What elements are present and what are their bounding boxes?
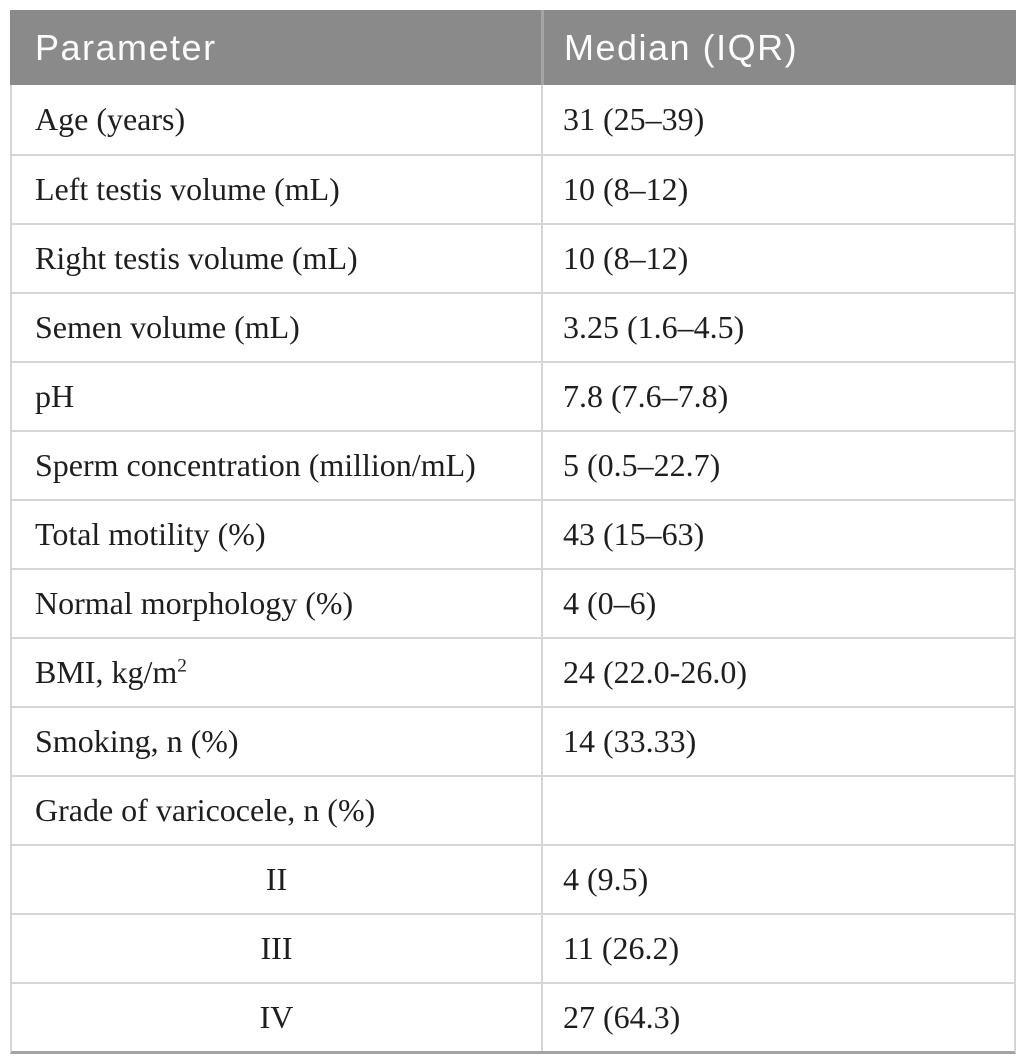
table-header-row: Parameter Median (IQR) [10,10,1016,85]
row-value-cell [543,777,1014,844]
row-value-cell: 4 (0–6) [563,585,657,621]
parameter-superscript: 2 [177,655,187,677]
parameter-label: Sperm concentration (million/mL) [35,447,476,483]
row-value-cell: 10 (8–12) [563,171,689,207]
parameter-label: Left testis volume (mL) [35,171,340,207]
row-parameter-cell: III [12,915,543,982]
table-row: IV 27 (64.3) [12,982,1014,1051]
row-parameter-cell: Grade of varicocele, n (%) [12,777,543,844]
row-value-cell: 27 (64.3) [563,999,681,1035]
parameter-label: Semen volume (mL) [35,309,300,345]
table-row: pH 7.8 (7.6–7.8) [12,361,1014,430]
row-value-cell: 11 (26.2) [563,930,680,966]
parameter-label: Normal morphology (%) [35,585,354,621]
table-row: Age (years) 31 (25–39) [12,85,1014,154]
row-parameter-cell: Total motility (%) [12,501,543,568]
table-row: Total motility (%) 43 (15–63) [12,499,1014,568]
table-row: Right testis volume (mL) 10 (8–12) [12,223,1014,292]
row-parameter-cell: IV [12,984,543,1051]
row-value-cell: 24 (22.0-26.0) [563,654,747,690]
parameter-label: Grade of varicocele, n (%) [35,792,376,828]
row-value-cell: 5 (0.5–22.7) [563,447,721,483]
row-value-cell: 10 (8–12) [563,240,689,276]
row-value-cell: 7.8 (7.6–7.8) [563,378,729,414]
table-row: Grade of varicocele, n (%) [12,775,1014,844]
parameter-label: IV [259,999,294,1035]
parameter-label: Right testis volume (mL) [35,240,358,276]
table-row: Smoking, n (%) 14 (33.33) [12,706,1014,775]
parameter-label: III [260,930,293,966]
row-value-cell: 3.25 (1.6–4.5) [563,309,745,345]
table-body: Age (years) 31 (25–39) Left testis volum… [10,85,1016,1054]
column-header-median-iqr: Median (IQR) [544,10,1016,85]
table-row: BMI, kg/m2 24 (22.0-26.0) [12,637,1014,706]
row-parameter-cell: Age (years) [12,85,543,154]
cohort-summary-table: Parameter Median (IQR) Age (years) 31 (2… [10,10,1016,1054]
parameter-label: pH [35,378,75,414]
row-parameter-cell: Right testis volume (mL) [12,225,543,292]
row-value-cell: 14 (33.33) [563,723,697,759]
table-row: Left testis volume (mL) 10 (8–12) [12,154,1014,223]
row-parameter-cell: pH [12,363,543,430]
row-parameter-cell: Semen volume (mL) [12,294,543,361]
column-header-parameter: Parameter [10,10,544,85]
row-parameter-cell: Sperm concentration (million/mL) [12,432,543,499]
row-parameter-cell: II [12,846,543,913]
row-value-cell: 4 (9.5) [563,861,649,897]
parameter-label: II [265,861,288,897]
parameter-label: Smoking, n (%) [35,723,239,759]
table-row: III 11 (26.2) [12,913,1014,982]
table-row: Sperm concentration (million/mL) 5 (0.5–… [12,430,1014,499]
row-parameter-cell: Smoking, n (%) [12,708,543,775]
row-value-cell: 43 (15–63) [563,516,705,552]
row-parameter-cell: Left testis volume (mL) [12,156,543,223]
table-row: Normal morphology (%) 4 (0–6) [12,568,1014,637]
row-value-cell: 31 (25–39) [563,101,705,137]
row-parameter-cell: BMI, kg/m2 [12,639,543,706]
parameter-label: Total motility (%) [35,516,266,552]
parameter-label: BMI, kg/m [35,654,178,690]
parameter-label: Age (years) [35,101,186,137]
row-parameter-cell: Normal morphology (%) [12,570,543,637]
table-row: II 4 (9.5) [12,844,1014,913]
table-row: Semen volume (mL) 3.25 (1.6–4.5) [12,292,1014,361]
